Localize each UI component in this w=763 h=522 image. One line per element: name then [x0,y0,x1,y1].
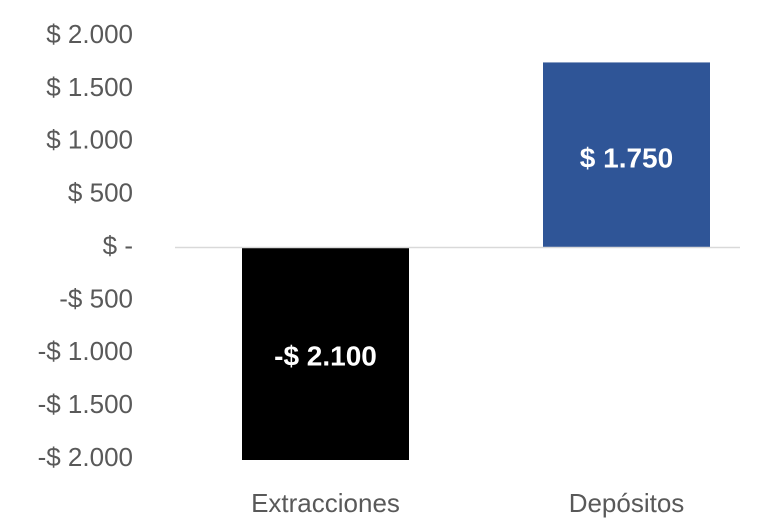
y-tick-label: $ 1.000 [46,125,133,155]
y-tick-label: $ - [103,230,133,260]
x-tick-label: Depósitos [569,488,685,518]
bar [242,247,409,460]
data-label: -$ 2.100 [274,341,377,372]
y-tick-label: -$ 500 [59,283,133,313]
y-tick-label: -$ 2.000 [38,442,133,472]
y-tick-label: $ 1.500 [46,72,133,102]
bar [543,62,710,248]
x-tick-label: Extracciones [251,488,400,518]
y-tick-label: $ 500 [68,178,133,208]
data-label: $ 1.750 [580,142,673,173]
y-tick-label: $ 2.000 [46,19,133,49]
plot-area [242,62,710,460]
y-tick-label: -$ 1.500 [38,389,133,419]
y-tick-label: -$ 1.000 [38,336,133,366]
